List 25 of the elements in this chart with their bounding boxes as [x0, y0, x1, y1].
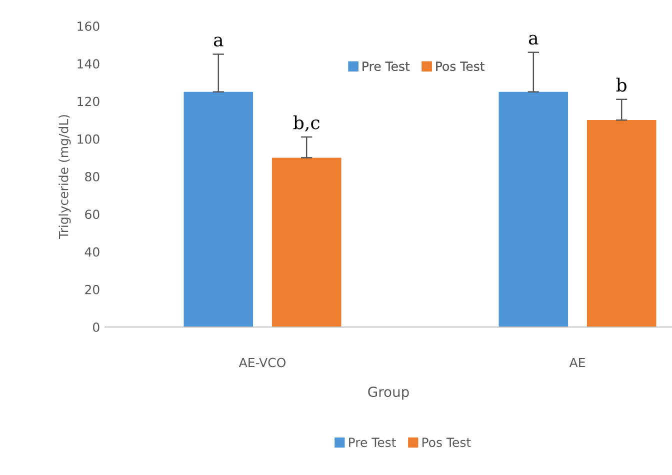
y-tick-label: 60 [85, 210, 100, 220]
bar [498, 92, 568, 327]
annotation: b [616, 78, 626, 92]
y-tick-label: 0 [93, 322, 100, 332]
legend-label: Pos Test [436, 62, 484, 72]
x-tick-label: AE [569, 358, 585, 368]
y-tick-label: 100 [78, 134, 100, 144]
x-tick-label: AE-VCO [238, 358, 286, 368]
text: Pos Test [422, 438, 471, 448]
y-axis-title: Triglyceride (mg/dL) [58, 115, 71, 240]
x-axis-title: Group [368, 386, 409, 400]
bar [272, 158, 342, 327]
bar [184, 92, 254, 327]
y-tick-label: 120 [78, 96, 100, 106]
y-tick-label: 140 [78, 59, 100, 69]
text: Pre Test [349, 438, 396, 448]
y-tick-label: 20 [85, 284, 100, 294]
y-tick-label: 40 [84, 247, 100, 257]
legend-label: Pre Test [362, 62, 410, 72]
y-tick-label: 160 [78, 21, 100, 31]
bar [586, 120, 656, 327]
annotation: a [528, 34, 538, 45]
annotation: b,c [293, 115, 320, 132]
y-tick-label: 80 [85, 172, 100, 182]
annotation: a [214, 36, 224, 47]
